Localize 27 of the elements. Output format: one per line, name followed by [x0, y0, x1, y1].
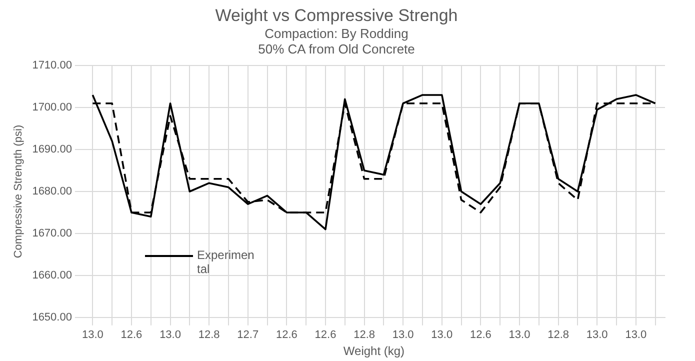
- x-tick-label: 13.0: [82, 329, 104, 342]
- y-tick-label: 1710.00: [32, 60, 72, 72]
- x-tick-label: 12.6: [470, 329, 492, 342]
- y-tick-label: 1690.00: [32, 144, 72, 156]
- x-tick-label: 12.6: [276, 329, 298, 342]
- x-tick-label: 12.8: [198, 329, 220, 342]
- x-tick-label: 12.8: [548, 329, 570, 342]
- x-tick-label: 12.6: [314, 329, 336, 342]
- chart-title: Weight vs Compressive Strengh: [215, 6, 458, 25]
- x-tick-label: 12.6: [120, 329, 142, 342]
- x-tick-label: 13.0: [625, 329, 647, 342]
- x-tick-label: 13.0: [508, 329, 530, 342]
- y-tick-label: 1650.00: [32, 311, 72, 324]
- x-axis-title: Weight (kg): [343, 344, 405, 358]
- y-axis-title: Compressive Strength (psi): [12, 124, 25, 258]
- y-tick-label: 1680.00: [32, 186, 72, 198]
- x-tick-label: 12.7: [237, 329, 259, 342]
- y-tick-label: 1670.00: [32, 228, 72, 240]
- x-tick-label: 13.0: [586, 329, 608, 342]
- y-tick-label: 1700.00: [32, 102, 72, 114]
- x-tick-label: 13.0: [392, 329, 414, 342]
- chart-subtitle: Compaction: By Rodding 50% CA from Old Concrete: [258, 26, 415, 56]
- x-tick-label: 13.0: [431, 329, 453, 342]
- x-tick-label: 13.0: [160, 329, 181, 342]
- legend-label: Experimental: [197, 248, 255, 276]
- x-tick-label: 12.8: [354, 329, 375, 342]
- y-tick-label: 1660.00: [32, 269, 72, 282]
